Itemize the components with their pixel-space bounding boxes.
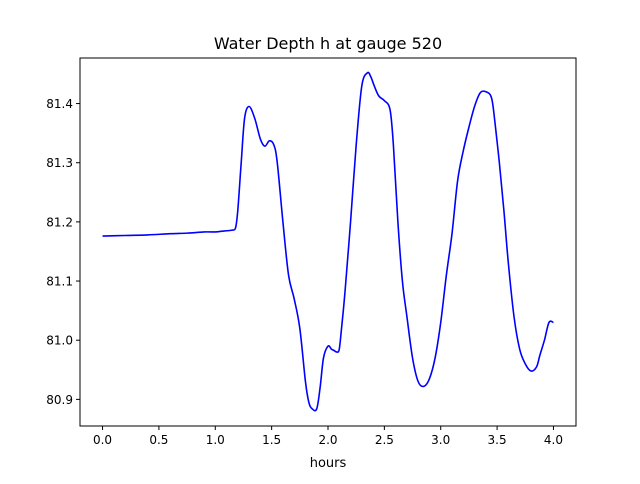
x-tick-label: 2.5 bbox=[375, 433, 394, 447]
series-line bbox=[102, 71, 554, 412]
y-tick-label: 81.2 bbox=[46, 215, 73, 229]
y-tick-label: 81.0 bbox=[46, 334, 73, 348]
chart-title: Water Depth h at gauge 520 bbox=[214, 34, 442, 53]
x-tick-label: 3.5 bbox=[488, 433, 507, 447]
x-tick-label: 0.5 bbox=[149, 433, 168, 447]
y-tick-label: 81.4 bbox=[46, 97, 73, 111]
y-tick-label: 81.1 bbox=[46, 275, 73, 289]
x-tick-label: 2.0 bbox=[318, 433, 337, 447]
x-axis-label: hours bbox=[310, 456, 347, 471]
y-tick-label: 80.9 bbox=[46, 393, 73, 407]
series-layer bbox=[102, 71, 554, 412]
x-tick-label: 3.0 bbox=[431, 433, 450, 447]
x-tick-label: 1.5 bbox=[262, 433, 281, 447]
y-tick-label: 81.3 bbox=[46, 156, 73, 170]
x-axis: 0.0 0.5 1.0 1.5 2.0 2.5 3.0 3.5 4.0 bbox=[93, 426, 563, 447]
x-tick-label: 0.0 bbox=[93, 433, 112, 447]
y-axis: 80.9 81.0 81.1 81.2 81.3 81.4 bbox=[46, 97, 80, 407]
x-tick-label: 4.0 bbox=[544, 433, 563, 447]
x-tick-label: 1.0 bbox=[206, 433, 225, 447]
